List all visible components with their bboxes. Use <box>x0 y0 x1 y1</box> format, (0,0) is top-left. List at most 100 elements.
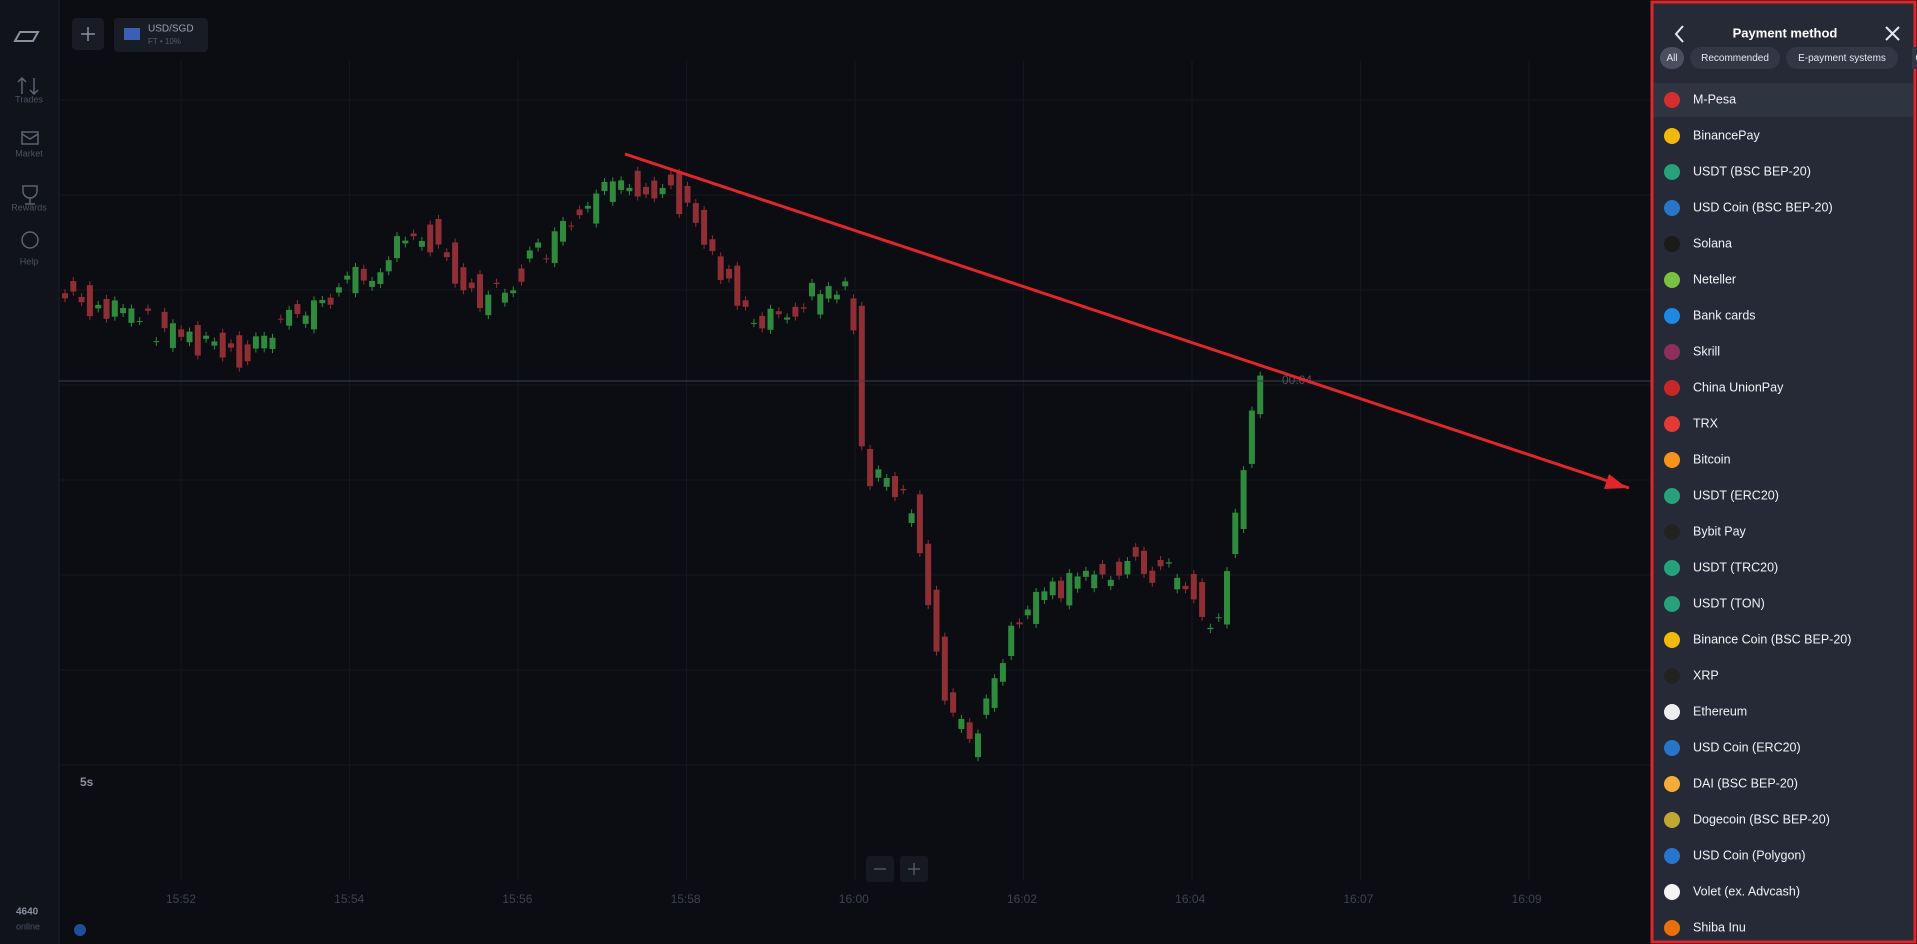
candle <box>651 180 658 199</box>
sidebar-icon[interactable] <box>17 76 39 96</box>
method-name[interactable]: M-Pesa <box>1693 92 1736 106</box>
candle <box>360 268 367 281</box>
method-icon <box>1664 452 1680 468</box>
method-name[interactable]: USDT (TRC20) <box>1693 560 1778 574</box>
sidebar-label[interactable]: Trades <box>15 94 43 104</box>
candle <box>1066 573 1073 606</box>
method-name[interactable]: Skrill <box>1693 344 1720 358</box>
candle <box>701 209 708 245</box>
method-name[interactable]: Binance Coin (BSC BEP-20) <box>1693 632 1851 646</box>
sidebar-icon[interactable] <box>21 131 39 145</box>
candle <box>908 513 915 523</box>
filter-tab-label[interactable]: E-payment systems <box>1798 53 1886 64</box>
candle <box>369 281 376 287</box>
candle <box>916 494 923 554</box>
candle <box>219 332 226 358</box>
candle <box>560 220 566 242</box>
candle <box>1224 571 1230 625</box>
candle <box>1149 570 1156 583</box>
method-name[interactable]: Dogecoin (BSC BEP-20) <box>1693 812 1830 826</box>
plus-icon <box>908 863 920 875</box>
candle <box>892 476 898 498</box>
chart <box>59 60 1698 880</box>
candle <box>867 448 874 487</box>
candle <box>717 256 724 280</box>
method-name[interactable]: Volet (ex. Advcash) <box>1693 884 1800 898</box>
method-name[interactable]: USD Coin (BSC BEP-20) <box>1693 200 1833 214</box>
sidebar-label[interactable]: Rewards <box>11 202 47 212</box>
method-name[interactable]: USD Coin (Polygon) <box>1693 848 1806 862</box>
timeframe[interactable]: 5s <box>80 775 94 789</box>
sidebar-icon[interactable] <box>22 185 38 205</box>
candle <box>535 242 542 248</box>
method-icon <box>1664 92 1680 108</box>
method-name[interactable]: Ethereum <box>1693 704 1747 718</box>
method-name[interactable]: USDT (ERC20) <box>1693 488 1779 502</box>
candle <box>327 297 334 305</box>
method-name[interactable]: China UnionPay <box>1693 380 1784 394</box>
candle <box>833 294 840 300</box>
candle <box>460 267 467 291</box>
method-name[interactable]: Bybit Pay <box>1693 524 1747 538</box>
candle <box>1024 609 1031 616</box>
filter-tab-label[interactable]: All <box>1666 53 1677 64</box>
sidebar-label[interactable]: Market <box>15 148 43 158</box>
candle <box>394 236 400 259</box>
sidebar-label[interactable]: Help <box>20 256 39 266</box>
candle <box>966 722 973 739</box>
method-row-highlight <box>1654 83 1913 117</box>
candle <box>1199 582 1206 617</box>
sidebar-icon[interactable] <box>21 231 39 249</box>
filter-tab[interactable] <box>1786 47 1898 69</box>
filter-tab-label[interactable]: Recommended <box>1701 53 1769 64</box>
candle <box>1232 512 1239 555</box>
method-name[interactable]: USD Coin (ERC20) <box>1693 740 1801 754</box>
candle <box>742 300 749 307</box>
candle <box>584 205 591 209</box>
method-name[interactable]: Bitcoin <box>1693 452 1731 466</box>
method-icon <box>1664 920 1680 936</box>
time-label: 15:54 <box>334 892 364 906</box>
method-name[interactable]: Neteller <box>1693 272 1736 286</box>
method-name[interactable]: XRP <box>1693 668 1719 682</box>
candle <box>925 543 932 606</box>
method-icon <box>1664 236 1680 252</box>
candle <box>244 344 251 362</box>
method-name[interactable]: Solana <box>1693 236 1732 250</box>
method-name[interactable]: Shiba Inu <box>1693 920 1746 934</box>
method-name[interactable]: USDT (BSC BEP-20) <box>1693 164 1811 178</box>
filter-tab-label[interactable]: C <box>1915 53 1917 64</box>
candle <box>128 308 135 323</box>
candle <box>1049 581 1056 596</box>
method-icon <box>1664 488 1680 504</box>
candle <box>477 274 483 309</box>
method-name[interactable]: DAI (BSC BEP-20) <box>1693 776 1798 790</box>
filter-tab[interactable] <box>1660 47 1684 69</box>
method-icon <box>1664 308 1680 324</box>
asset-tab[interactable] <box>114 18 208 52</box>
close-button[interactable] <box>1885 26 1900 41</box>
candle <box>1124 561 1131 575</box>
candle <box>1033 591 1040 624</box>
candle <box>286 309 293 326</box>
filter-tab[interactable] <box>1690 47 1780 69</box>
candle <box>825 286 832 299</box>
candle <box>493 282 500 284</box>
method-icon <box>1664 704 1680 720</box>
candle <box>169 323 176 349</box>
candle <box>1240 470 1247 530</box>
method-icon <box>1664 416 1680 432</box>
candle <box>1132 547 1139 557</box>
method-name[interactable]: USDT (TON) <box>1693 596 1765 610</box>
back-button[interactable] <box>1674 25 1684 43</box>
method-name[interactable]: Bank cards <box>1693 308 1756 322</box>
candle <box>726 268 732 279</box>
method-icon <box>1664 560 1680 576</box>
candle <box>601 182 608 192</box>
method-name[interactable]: BinancePay <box>1693 128 1760 142</box>
candle <box>643 186 649 195</box>
candle <box>958 718 965 729</box>
status-icon <box>74 924 86 936</box>
method-name[interactable]: TRX <box>1693 416 1719 430</box>
candle <box>551 231 558 264</box>
